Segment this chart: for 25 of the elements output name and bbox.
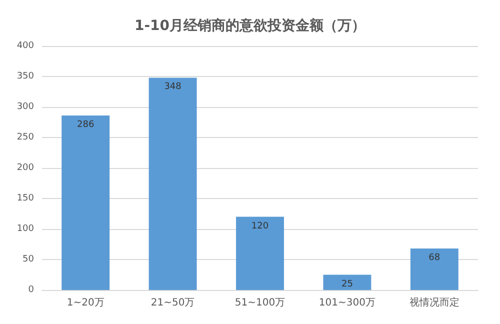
x-tick-label: 1~20万	[66, 298, 104, 308]
x-tick-label: 101~300万	[318, 298, 376, 308]
bar	[410, 248, 458, 290]
bar	[148, 78, 197, 290]
y-tick-label: 50	[22, 254, 34, 264]
data-label: 68	[428, 253, 440, 264]
x-tick-label: 视情况而定	[409, 296, 460, 308]
x-tick-label: 21~50万	[150, 298, 195, 308]
y-tick-label: 350	[16, 72, 34, 82]
bar	[62, 116, 110, 290]
x-tick-label: 51~100万	[234, 298, 286, 308]
data-label: 25	[341, 279, 353, 290]
data-label: 286	[77, 120, 94, 130]
y-tick-label: 250	[16, 132, 34, 142]
chart-title: 1-10月经销商的意欲投资金额（万）	[134, 17, 366, 34]
bar	[236, 216, 284, 290]
y-tick-label: 0	[28, 285, 34, 295]
data-label: 120	[251, 221, 269, 232]
y-tick-label: 100	[16, 224, 34, 234]
y-tick-label: 150	[16, 194, 34, 204]
bar	[323, 274, 372, 290]
y-tick-label: 300	[16, 102, 34, 112]
data-label: 348	[164, 82, 182, 92]
y-tick-label: 400	[16, 41, 34, 51]
y-tick-label: 200	[16, 163, 34, 173]
